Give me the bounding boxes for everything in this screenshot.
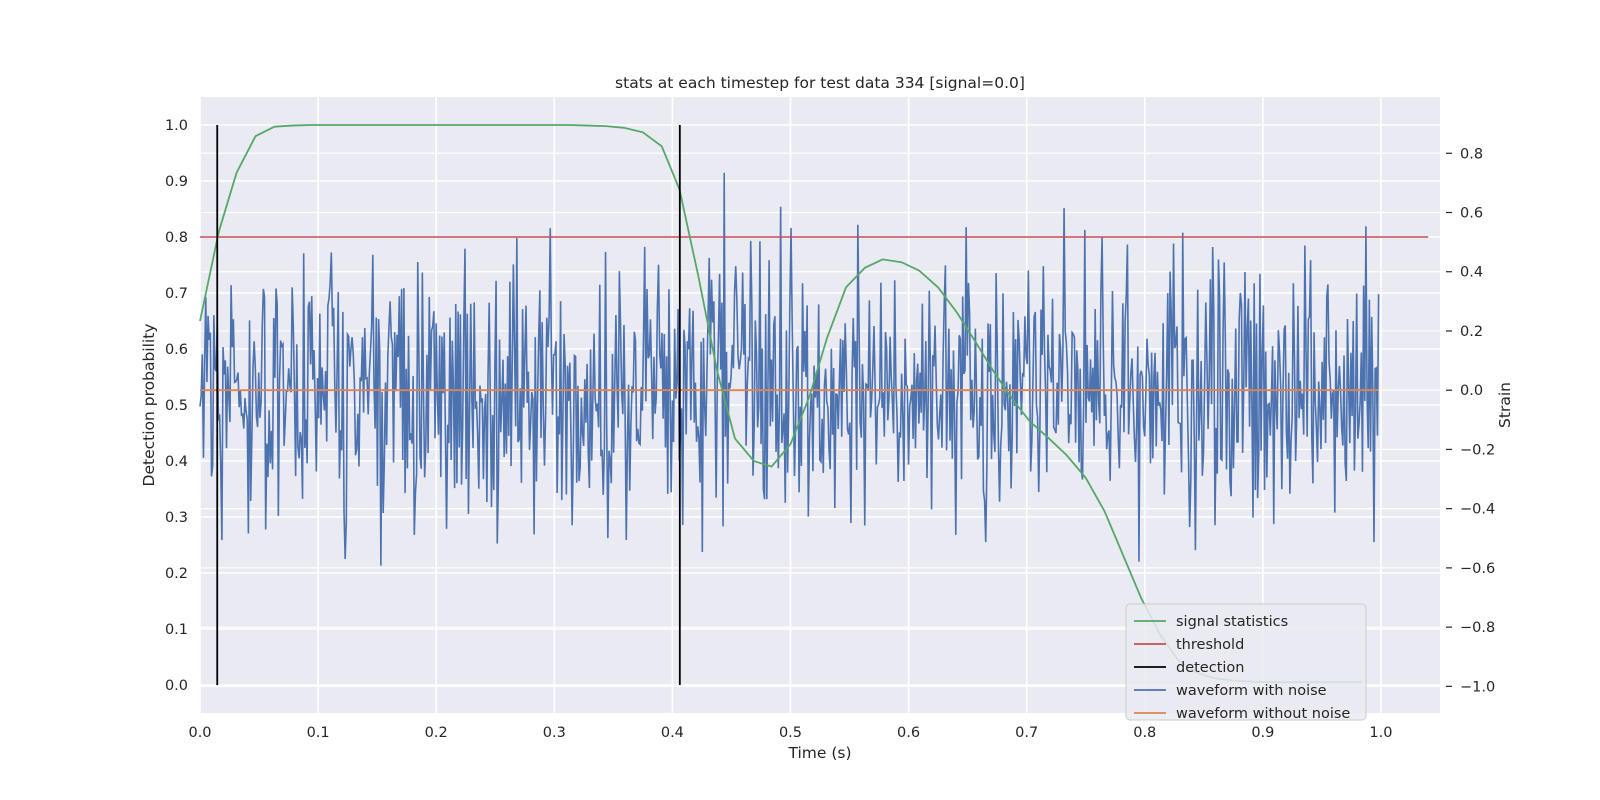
x-tick-label: 0.4 <box>661 725 684 741</box>
waveform-with-noise-line <box>199 172 1380 566</box>
x-tick-label: 0.5 <box>779 725 802 741</box>
y-tick-label: 0.8 <box>165 230 188 246</box>
legend-entry-label: detection <box>1176 660 1244 676</box>
legend-entry-label: waveform with noise <box>1176 683 1327 699</box>
y-tick-label: 0.7 <box>165 286 188 302</box>
x-tick-label: 0.1 <box>307 725 330 741</box>
y-tick-label: 0.9 <box>165 174 188 190</box>
y-axis-label: Detection probability <box>140 324 158 487</box>
y2-tick-label: −0.2 <box>1460 442 1495 458</box>
x-tick-label: 0.8 <box>1133 725 1156 741</box>
x-tick-labels: 0.0 0.1 0.2 0.3 0.4 0.5 0.6 0.7 0.8 0.9 1.0 <box>188 725 1392 741</box>
y2-axis-label: Strain <box>1496 382 1514 428</box>
legend-entry-label: threshold <box>1176 637 1244 653</box>
y-tick-label: 0.1 <box>165 622 188 638</box>
legend-entry-label: signal statistics <box>1176 614 1288 630</box>
y-tick-label: 0.5 <box>165 398 188 414</box>
legend-box <box>1125 603 1367 721</box>
y2-tick-label: 0.0 <box>1460 383 1483 399</box>
y-tick-label: 1.0 <box>165 118 188 134</box>
x-tick-label: 0.6 <box>897 725 920 741</box>
y2-tick-label: 0.8 <box>1460 146 1483 162</box>
y-tick-label: 0.6 <box>165 342 188 358</box>
y2-tick-label: −0.4 <box>1460 502 1495 518</box>
y2-tick-labels: −1.0 −0.8 −0.6 −0.4 −0.2 0.0 0.2 0.4 0.6 0.8 <box>1446 146 1495 695</box>
x-axis-label: Time (s) <box>787 744 851 762</box>
chart-title: stats at each timestep for test data 334… <box>615 74 1025 92</box>
legend: signal statistics threshold detection wavef… <box>1125 603 1367 722</box>
y2-tick-label: −0.6 <box>1460 561 1495 577</box>
y-tick-label: 0.4 <box>165 454 188 470</box>
x-tick-label: 1.0 <box>1369 725 1392 741</box>
y-tick-label: 0.3 <box>165 510 188 526</box>
y-tick-labels: 0.0 0.1 0.2 0.3 0.4 0.5 0.6 0.7 0.8 0.9 1.0 <box>165 118 188 694</box>
legend-entry-label: waveform without noise <box>1176 706 1350 722</box>
x-tick-label: 0.9 <box>1251 725 1274 741</box>
y2-tick-label: −1.0 <box>1460 679 1495 695</box>
x-tick-label: 0.2 <box>425 725 448 741</box>
y2-tick-label: −0.8 <box>1460 620 1495 636</box>
y2-tick-label: 0.2 <box>1460 324 1483 340</box>
y2-tick-label: 0.6 <box>1460 206 1483 222</box>
y-tick-label: 0.2 <box>165 566 188 582</box>
x-tick-label: 0.0 <box>188 725 211 741</box>
y-tick-label: 0.0 <box>165 678 188 694</box>
y2-tick-label: 0.4 <box>1460 265 1483 281</box>
x-tick-label: 0.3 <box>543 725 566 741</box>
x-tick-label: 0.7 <box>1015 725 1038 741</box>
